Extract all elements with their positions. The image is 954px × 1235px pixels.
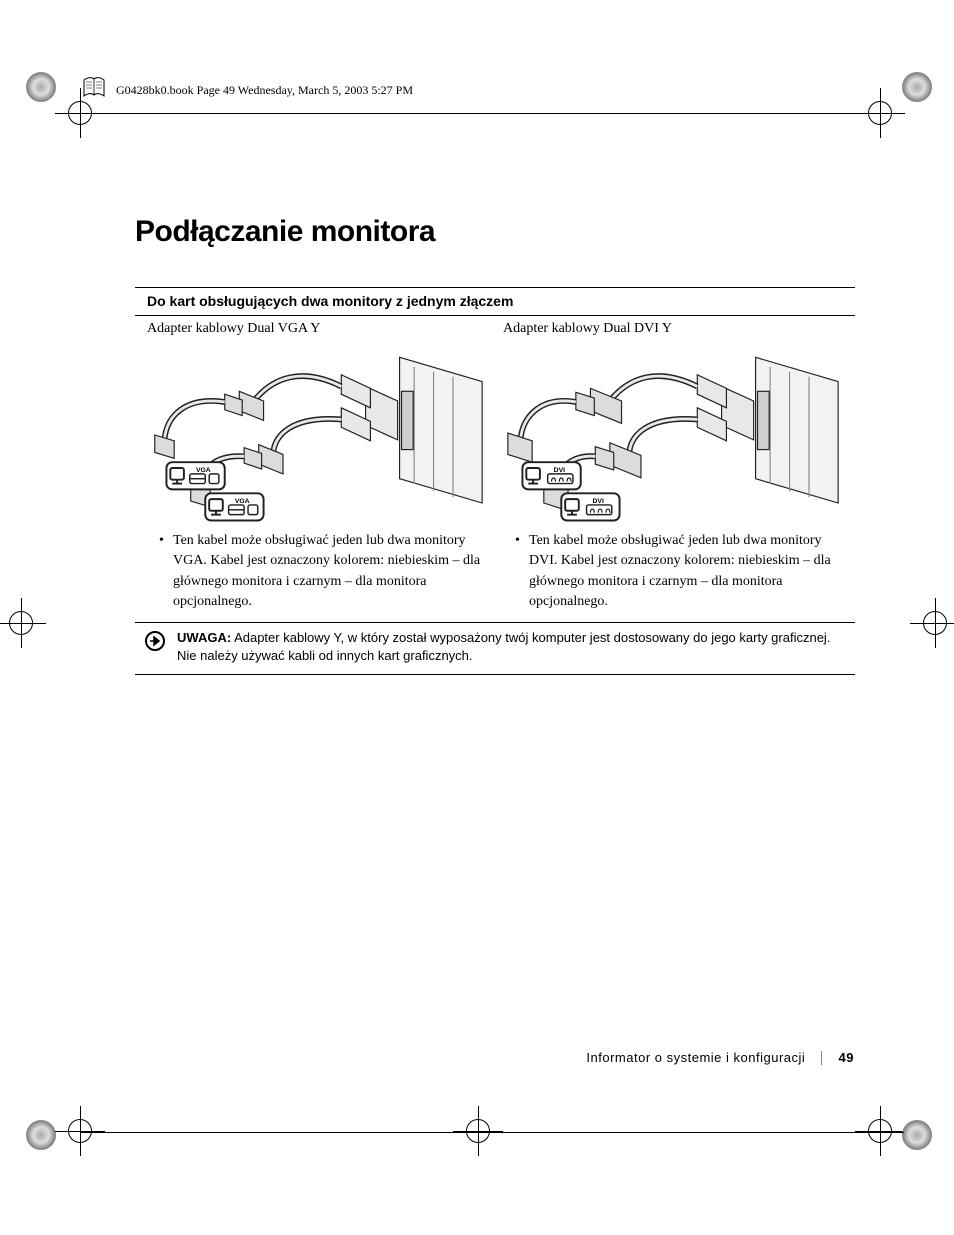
crop-cross-br xyxy=(855,1106,905,1156)
right-column: Adapter kablowy Dual DVI Y xyxy=(499,316,855,612)
crop-cross-bl xyxy=(55,1106,105,1156)
page-content: Podłączanie monitora Do kart obsługujący… xyxy=(135,215,855,675)
page-title: Podłączanie monitora xyxy=(135,215,855,249)
right-bullet: Ten kabel może obsługiwać jeden lub dwa … xyxy=(503,531,843,612)
columns: Adapter kablowy Dual VGA Y xyxy=(135,316,855,612)
book-icon xyxy=(80,74,108,102)
crop-cross-mr xyxy=(910,598,954,648)
note-box: UWAGA: Adapter kablowy Y, w który został… xyxy=(135,622,855,674)
note-arrow-icon xyxy=(145,631,165,651)
crop-cross-ml xyxy=(0,598,46,648)
footer-text: Informator o systemie i konfiguracji xyxy=(586,1050,805,1065)
vga-badge-bottom-text: VGA xyxy=(235,498,250,505)
vga-badge-top-text: VGA xyxy=(196,467,211,474)
left-column: Adapter kablowy Dual VGA Y xyxy=(135,316,499,612)
crop-line-top xyxy=(80,113,904,114)
footer: Informator o systemie i konfiguracji 49 xyxy=(586,1050,854,1065)
footer-divider xyxy=(821,1051,822,1065)
crop-line-bottom xyxy=(80,1132,904,1133)
running-header: G0428bk0.book Page 49 Wednesday, March 5… xyxy=(116,83,413,98)
right-adapter-label: Adapter kablowy Dual DVI Y xyxy=(503,321,843,337)
note-label: UWAGA: xyxy=(177,630,231,645)
left-bullet: Ten kabel może obsługiwać jeden lub dwa … xyxy=(147,531,487,612)
note-text: Adapter kablowy Y, w który został wyposa… xyxy=(177,630,830,663)
crop-circle-tl xyxy=(26,72,56,102)
crop-cross-bc xyxy=(453,1106,503,1156)
dvi-badge-bottom-text: DVI xyxy=(593,498,604,505)
dvi-badge-top-text: DVI xyxy=(554,467,565,474)
crop-circle-bl xyxy=(26,1120,56,1150)
crop-circle-br xyxy=(902,1120,932,1150)
footer-page: 49 xyxy=(839,1050,854,1065)
left-adapter-label: Adapter kablowy Dual VGA Y xyxy=(147,321,487,337)
crop-circle-tr xyxy=(902,72,932,102)
section-header: Do kart obsługujących dwa monitory z jed… xyxy=(135,287,855,316)
dvi-diagram: DVI DVI xyxy=(503,345,843,525)
vga-diagram: VGA VGA xyxy=(147,345,487,525)
